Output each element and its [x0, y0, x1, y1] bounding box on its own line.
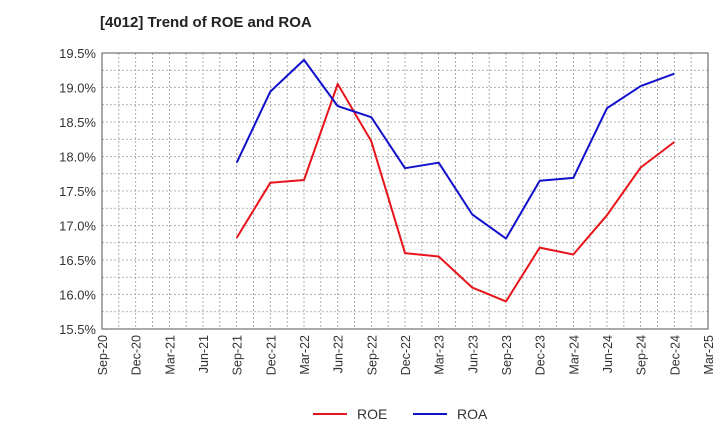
y-tick-label: 16.0% — [59, 288, 96, 303]
y-tick-label: 18.5% — [59, 115, 96, 130]
grid-lines — [102, 53, 708, 329]
y-axis-ticks: 15.5% 16.0% 16.5% 17.0% 17.5% 18.0% 18.5% 19.0%… — [59, 46, 96, 337]
y-tick-label: 17.5% — [59, 184, 96, 199]
x-tick-label: Jun-21 — [197, 335, 211, 373]
series-lines — [235, 58, 675, 303]
legend-swatch-roe — [313, 413, 347, 415]
y-tick-label: 15.5% — [59, 322, 96, 337]
x-tick-label: Mar-23 — [433, 335, 447, 375]
y-tick-label: 16.5% — [59, 253, 96, 268]
x-tick-label: Mar-22 — [298, 335, 312, 375]
x-tick-label: Sep-22 — [365, 335, 379, 375]
legend-swatch-roa — [413, 413, 447, 415]
x-tick-label: Mar-24 — [567, 335, 581, 375]
x-tick-label: Sep-21 — [231, 335, 245, 375]
y-tick-label: 17.0% — [59, 219, 96, 234]
x-tick-label: Dec-24 — [668, 335, 682, 375]
legend-label-roa: ROA — [457, 406, 488, 422]
x-tick-label: Dec-21 — [264, 335, 278, 375]
y-tick-label: 19.0% — [59, 81, 96, 96]
x-tick-label: Mar-25 — [702, 335, 716, 375]
legend-item-roe: ROE — [313, 403, 387, 425]
series-line-roe — [235, 83, 675, 303]
x-axis-ticks: Sep-20 Dec-20 Mar-21 Jun-21 Sep-21 Dec-21 Mar-… — [96, 335, 716, 375]
legend: ROE ROA — [0, 403, 720, 425]
x-tick-label: Sep-23 — [500, 335, 514, 375]
y-tick-label: 18.0% — [59, 150, 96, 165]
x-tick-label: Mar-21 — [163, 335, 177, 375]
x-tick-label: Sep-24 — [635, 335, 649, 375]
x-tick-label: Jun-22 — [332, 335, 346, 373]
x-tick-label: Dec-22 — [399, 335, 413, 375]
x-tick-label: Jun-24 — [601, 335, 615, 373]
series-line-roa — [235, 58, 675, 240]
x-tick-label: Dec-20 — [130, 335, 144, 375]
chart-title: [4012] Trend of ROE and ROA — [100, 14, 312, 31]
legend-label-roe: ROE — [357, 406, 388, 422]
y-tick-label: 19.5% — [59, 46, 96, 61]
plot-frame — [101, 52, 709, 330]
x-tick-label: Jun-23 — [466, 335, 480, 373]
legend-item-roa: ROA — [413, 403, 487, 425]
x-tick-label: Dec-23 — [534, 335, 548, 375]
x-tick-label: Sep-20 — [96, 335, 110, 375]
